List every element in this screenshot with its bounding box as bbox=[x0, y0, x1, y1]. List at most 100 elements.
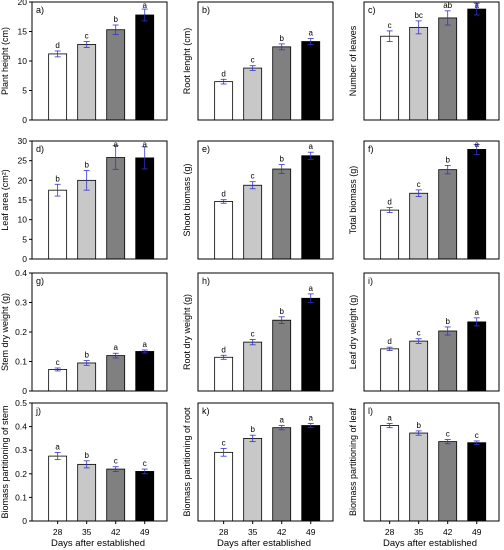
significance-letter-c-35: bc bbox=[414, 11, 422, 20]
significance-letter-h-49: a bbox=[308, 284, 313, 293]
bar-j-35 bbox=[77, 463, 97, 522]
bar-k-28 bbox=[214, 451, 234, 522]
plot-frame-b bbox=[197, 1, 334, 121]
significance-letter-e-49: a bbox=[308, 142, 313, 151]
bar-g-28 bbox=[48, 369, 68, 392]
bar-c-28 bbox=[380, 35, 400, 121]
significance-letter-c-42: ab bbox=[443, 1, 452, 10]
y-tick-label-d: 30 bbox=[18, 136, 28, 146]
bar-b-42 bbox=[272, 46, 292, 121]
y-tick-label-d: 25 bbox=[18, 156, 28, 166]
y-tick-label-j: 0 bbox=[22, 516, 27, 526]
bar-b-28 bbox=[214, 81, 234, 121]
significance-letter-h-28: d bbox=[221, 345, 225, 354]
bar-f-35 bbox=[409, 192, 429, 260]
bar-c-49 bbox=[467, 8, 487, 121]
x-tick-label-j-49: 49 bbox=[140, 527, 150, 537]
plot-frame-c bbox=[363, 1, 500, 121]
panel-letter-e: e) bbox=[202, 144, 210, 154]
y-tick-label-d: 20 bbox=[18, 175, 28, 185]
significance-letter-g-42: a bbox=[113, 343, 118, 352]
significance-letter-i-35: c bbox=[417, 329, 421, 338]
bar-c-35 bbox=[409, 26, 429, 121]
bar-k-49 bbox=[301, 425, 321, 522]
significance-letter-a-35: c bbox=[85, 32, 89, 41]
x-axis-title-col3: Days after established bbox=[383, 538, 477, 549]
panel-letter-g: g) bbox=[36, 276, 44, 286]
y-tick-label-j: 0.5 bbox=[15, 398, 27, 408]
bar-a-42 bbox=[106, 29, 126, 121]
significance-letter-l-49: c bbox=[475, 431, 479, 440]
plot-frame-l bbox=[363, 402, 500, 522]
x-tick-label-k-42: 42 bbox=[277, 527, 287, 537]
y-tick-label-a: 10 bbox=[18, 56, 28, 66]
bar-l-35 bbox=[409, 432, 429, 522]
panel-i: d c b a i) Leaf dry weight (g) bbox=[348, 272, 500, 392]
panel-letter-j: j) bbox=[35, 406, 41, 416]
bar-e-35 bbox=[243, 184, 263, 260]
panel-letter-a: a) bbox=[36, 5, 44, 15]
significance-letter-i-28: d bbox=[387, 337, 391, 346]
significance-letter-b-42: b bbox=[279, 34, 284, 43]
significance-letter-d-42: a bbox=[113, 140, 118, 149]
bar-h-49 bbox=[301, 297, 321, 392]
significance-letter-f-35: c bbox=[417, 180, 421, 189]
bar-e-42 bbox=[272, 168, 292, 260]
panel-b: d c b a b) Root lenght (cm) bbox=[182, 1, 334, 121]
y-tick-label-d: 15 bbox=[18, 195, 28, 205]
significance-letter-a-28: d bbox=[55, 41, 59, 50]
bar-d-49 bbox=[135, 157, 155, 260]
y-tick-label-g: 0.2 bbox=[15, 327, 27, 337]
panel-letter-h: h) bbox=[202, 276, 210, 286]
panel-letter-d: d) bbox=[36, 144, 44, 154]
panel-letter-i: i) bbox=[368, 276, 373, 286]
y-tick-label-a: 0 bbox=[22, 115, 27, 125]
bar-g-49 bbox=[135, 351, 155, 392]
bar-h-28 bbox=[214, 356, 234, 392]
significance-letter-k-28: c bbox=[222, 438, 226, 447]
bar-a-28 bbox=[48, 53, 68, 121]
significance-letter-l-28: a bbox=[387, 413, 392, 422]
x-tick-label-j-42: 42 bbox=[111, 527, 121, 537]
y-tick-label-g: 0.3 bbox=[15, 298, 27, 308]
bar-a-49 bbox=[135, 14, 155, 121]
significance-letter-k-42: a bbox=[279, 416, 284, 425]
significance-letter-e-28: d bbox=[221, 190, 225, 199]
bar-k-42 bbox=[272, 427, 292, 522]
y-axis-label-h: Root dry weight (g) bbox=[182, 294, 192, 370]
y-axis-label-f: Total biomass (g) bbox=[348, 166, 358, 235]
x-tick-label-j-35: 35 bbox=[82, 527, 92, 537]
panel-letter-f: f) bbox=[368, 144, 374, 154]
panel-c: c bc ab a c) Number of leaves bbox=[348, 1, 500, 121]
bar-f-49 bbox=[467, 149, 487, 260]
significance-letter-c-28: c bbox=[388, 21, 392, 30]
significance-letter-a-42: b bbox=[113, 15, 118, 24]
significance-letter-b-35: c bbox=[251, 56, 255, 65]
panel-letter-b: b) bbox=[202, 5, 210, 15]
panel-g: c b a a g) 0 0.1 0.2 0.3 0.4 Stem dry weight (g) bbox=[0, 268, 168, 396]
bar-j-42 bbox=[106, 468, 126, 522]
bar-d-28 bbox=[48, 189, 68, 260]
bar-f-42 bbox=[438, 169, 458, 260]
bar-g-35 bbox=[77, 362, 97, 392]
bar-j-49 bbox=[135, 471, 155, 522]
bar-e-28 bbox=[214, 201, 234, 260]
significance-letter-b-49: a bbox=[308, 29, 313, 38]
significance-letter-i-49: a bbox=[474, 308, 479, 317]
y-axis-label-d: Leaf area (cm²) bbox=[0, 169, 10, 231]
significance-letter-d-35: b bbox=[84, 161, 89, 170]
y-axis-label-l: Biomass partitioning of leaf bbox=[348, 407, 358, 516]
y-axis-label-c: Number of leaves bbox=[348, 25, 358, 96]
y-axis-label-a: Plant height (cm) bbox=[0, 27, 10, 95]
significance-letter-g-49: a bbox=[142, 340, 147, 349]
x-tick-label-l-28: 28 bbox=[385, 527, 395, 537]
y-axis-label-e: Shoot biomass (g) bbox=[182, 163, 192, 236]
significance-letter-h-35: c bbox=[251, 329, 255, 338]
y-tick-label-a: 15 bbox=[18, 27, 28, 37]
significance-letter-l-35: b bbox=[416, 421, 421, 430]
panel-letter-l: l) bbox=[368, 406, 373, 416]
y-axis-label-k: Biomass partitioning of root bbox=[182, 407, 192, 517]
significance-letter-i-42: b bbox=[445, 317, 450, 326]
bar-i-49 bbox=[467, 321, 487, 392]
